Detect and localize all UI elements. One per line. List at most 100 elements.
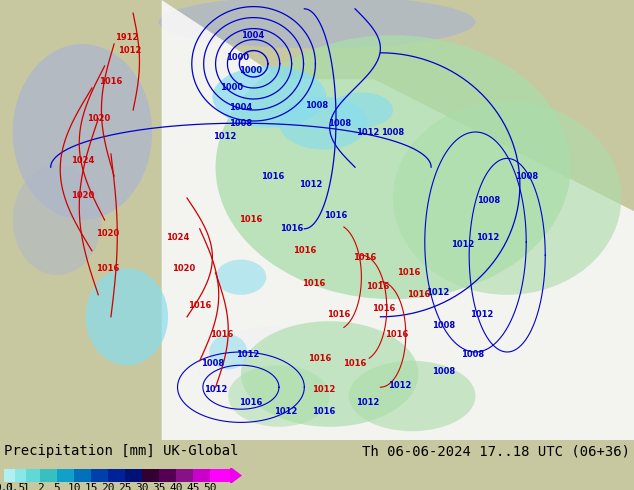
Text: 1020: 1020 bbox=[172, 264, 195, 273]
Bar bbox=[210, 469, 230, 482]
Text: 1016: 1016 bbox=[188, 301, 211, 310]
Text: 1012: 1012 bbox=[477, 233, 500, 242]
Text: 20: 20 bbox=[101, 483, 115, 490]
Bar bbox=[193, 469, 210, 482]
Polygon shape bbox=[162, 0, 634, 440]
Text: 0.5: 0.5 bbox=[5, 483, 25, 490]
Bar bbox=[125, 469, 142, 482]
Text: 2: 2 bbox=[37, 483, 43, 490]
Text: 1008: 1008 bbox=[201, 359, 224, 368]
Bar bbox=[159, 469, 176, 482]
Ellipse shape bbox=[158, 0, 476, 49]
Ellipse shape bbox=[330, 93, 393, 127]
Text: 1008: 1008 bbox=[477, 196, 500, 205]
Ellipse shape bbox=[216, 35, 571, 299]
Text: 1012: 1012 bbox=[236, 350, 259, 359]
Text: 1012: 1012 bbox=[426, 288, 449, 297]
Bar bbox=[74, 469, 91, 482]
Bar bbox=[40, 469, 57, 482]
Ellipse shape bbox=[197, 325, 374, 405]
Text: 1016: 1016 bbox=[293, 246, 316, 255]
Text: 1012: 1012 bbox=[204, 385, 227, 394]
Text: 1016: 1016 bbox=[96, 264, 119, 273]
Text: 1016: 1016 bbox=[407, 290, 430, 299]
Text: 1012: 1012 bbox=[312, 385, 335, 394]
Text: 1016: 1016 bbox=[100, 77, 122, 86]
Text: 1008: 1008 bbox=[432, 321, 455, 330]
Ellipse shape bbox=[279, 97, 368, 149]
Text: 1016: 1016 bbox=[353, 253, 376, 262]
Ellipse shape bbox=[86, 269, 168, 365]
Text: 1: 1 bbox=[23, 483, 29, 490]
Bar bbox=[142, 469, 159, 482]
Text: 1004: 1004 bbox=[230, 103, 252, 112]
Text: 1000: 1000 bbox=[226, 53, 249, 62]
Text: 1024: 1024 bbox=[166, 233, 189, 242]
Ellipse shape bbox=[228, 365, 330, 427]
Text: 1004: 1004 bbox=[241, 31, 264, 40]
Text: 25: 25 bbox=[119, 483, 132, 490]
Text: 1020: 1020 bbox=[87, 114, 110, 123]
Text: 35: 35 bbox=[152, 483, 165, 490]
Text: 1012: 1012 bbox=[299, 180, 322, 189]
Bar bbox=[26, 469, 40, 482]
Text: 1016: 1016 bbox=[210, 330, 233, 339]
Text: 1008: 1008 bbox=[515, 172, 538, 180]
Text: 1016: 1016 bbox=[309, 354, 332, 363]
Text: 1012: 1012 bbox=[388, 381, 411, 390]
Text: 1012: 1012 bbox=[356, 398, 379, 407]
Bar bbox=[108, 469, 125, 482]
Text: 1008: 1008 bbox=[432, 368, 455, 376]
Ellipse shape bbox=[393, 101, 621, 295]
Text: 1008: 1008 bbox=[230, 119, 252, 128]
Ellipse shape bbox=[349, 361, 476, 431]
Text: 1008: 1008 bbox=[461, 350, 484, 359]
Text: 1016: 1016 bbox=[302, 279, 325, 288]
Text: 1024: 1024 bbox=[71, 156, 94, 165]
Bar bbox=[4, 469, 15, 482]
Text: Th 06-06-2024 17..18 UTC (06+36): Th 06-06-2024 17..18 UTC (06+36) bbox=[362, 444, 630, 458]
Text: 1012: 1012 bbox=[274, 407, 297, 416]
Text: 0.1: 0.1 bbox=[0, 483, 14, 490]
Text: 10: 10 bbox=[67, 483, 81, 490]
Bar bbox=[57, 469, 74, 482]
Bar bbox=[91, 469, 108, 482]
Text: 1008: 1008 bbox=[382, 127, 404, 137]
Text: 1016: 1016 bbox=[398, 269, 420, 277]
Ellipse shape bbox=[209, 334, 247, 369]
Text: 1016: 1016 bbox=[239, 398, 262, 407]
Ellipse shape bbox=[241, 321, 418, 427]
Text: 1012: 1012 bbox=[119, 46, 141, 55]
Text: 1012: 1012 bbox=[356, 127, 379, 137]
Bar bbox=[15, 469, 26, 482]
Text: 1016: 1016 bbox=[385, 330, 408, 339]
Text: 5: 5 bbox=[54, 483, 60, 490]
Text: 1016: 1016 bbox=[261, 172, 284, 180]
FancyArrow shape bbox=[230, 468, 242, 483]
Text: 50: 50 bbox=[204, 483, 217, 490]
Ellipse shape bbox=[216, 260, 266, 295]
Text: 1016: 1016 bbox=[372, 303, 395, 313]
Text: 1016: 1016 bbox=[312, 407, 335, 416]
Text: 1016: 1016 bbox=[239, 216, 262, 224]
Text: 1016: 1016 bbox=[366, 281, 389, 291]
Text: Precipitation [mm] UK-Global: Precipitation [mm] UK-Global bbox=[4, 444, 238, 458]
Text: 1012: 1012 bbox=[214, 132, 236, 141]
Text: 1016: 1016 bbox=[344, 359, 366, 368]
Ellipse shape bbox=[212, 66, 327, 127]
Text: 1020: 1020 bbox=[96, 229, 119, 238]
Ellipse shape bbox=[13, 165, 101, 275]
Text: 1912: 1912 bbox=[115, 33, 138, 42]
Text: 1012: 1012 bbox=[451, 240, 474, 249]
Text: 1000: 1000 bbox=[220, 83, 243, 93]
Bar bbox=[176, 469, 193, 482]
Text: 1020: 1020 bbox=[71, 191, 94, 200]
Text: 15: 15 bbox=[84, 483, 98, 490]
Text: 1008: 1008 bbox=[328, 119, 351, 128]
Text: 40: 40 bbox=[169, 483, 183, 490]
Text: 1016: 1016 bbox=[325, 211, 347, 220]
Text: 30: 30 bbox=[135, 483, 149, 490]
Text: 1016: 1016 bbox=[328, 310, 351, 319]
Text: 45: 45 bbox=[186, 483, 200, 490]
Ellipse shape bbox=[13, 44, 152, 220]
